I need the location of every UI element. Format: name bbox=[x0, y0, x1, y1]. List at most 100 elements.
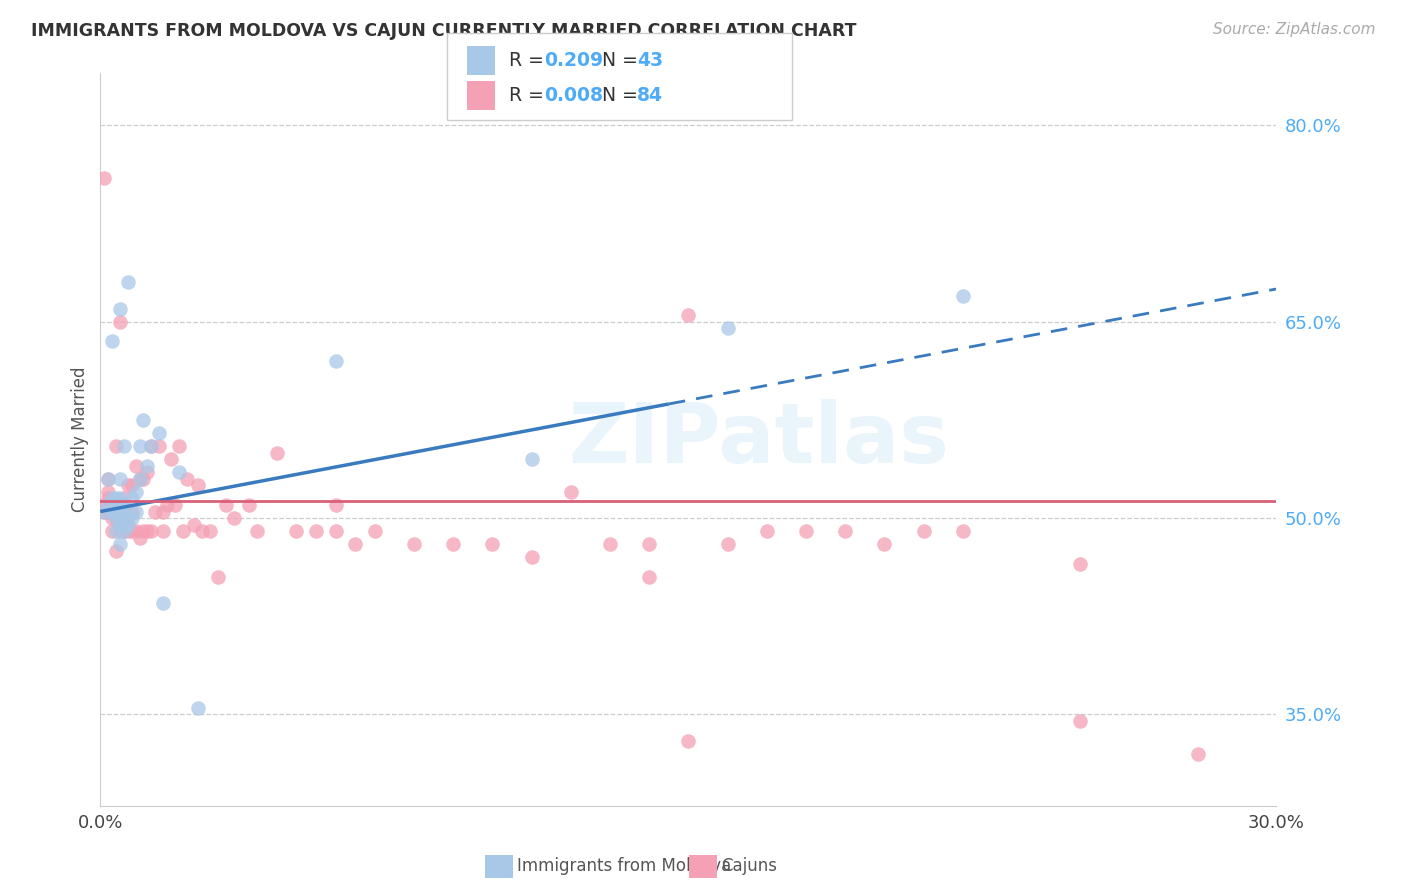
Text: N =: N = bbox=[602, 86, 644, 105]
Point bbox=[108, 301, 131, 316]
Point bbox=[108, 504, 131, 518]
Point bbox=[108, 517, 131, 532]
Point bbox=[128, 472, 150, 486]
Point bbox=[128, 439, 150, 453]
Point bbox=[108, 472, 131, 486]
Point bbox=[112, 524, 135, 538]
Point bbox=[108, 491, 131, 506]
Point bbox=[952, 288, 974, 302]
Point bbox=[716, 321, 738, 335]
Text: R =: R = bbox=[509, 86, 550, 105]
Point bbox=[117, 504, 139, 518]
Point bbox=[285, 524, 308, 538]
Point bbox=[124, 458, 146, 473]
Point bbox=[198, 524, 221, 538]
Point bbox=[167, 439, 190, 453]
Point bbox=[160, 452, 183, 467]
Point bbox=[117, 276, 139, 290]
Point bbox=[97, 472, 120, 486]
Point bbox=[132, 472, 155, 486]
Point bbox=[121, 491, 143, 506]
Text: Immigrants from Moldova: Immigrants from Moldova bbox=[517, 857, 731, 875]
Point bbox=[124, 504, 146, 518]
Y-axis label: Currently Married: Currently Married bbox=[72, 367, 89, 512]
Point bbox=[148, 425, 170, 440]
Point bbox=[93, 504, 115, 518]
Point bbox=[117, 524, 139, 538]
Point bbox=[191, 524, 214, 538]
Point bbox=[167, 465, 190, 479]
Point bbox=[128, 531, 150, 545]
Point bbox=[105, 491, 128, 506]
Point bbox=[364, 524, 387, 538]
Point bbox=[117, 478, 139, 492]
Point bbox=[132, 413, 155, 427]
Point bbox=[441, 537, 464, 551]
Point bbox=[834, 524, 856, 538]
Point bbox=[402, 537, 425, 551]
Point bbox=[520, 550, 543, 565]
Point bbox=[141, 439, 163, 453]
Point bbox=[152, 504, 174, 518]
Point bbox=[117, 511, 139, 525]
Point bbox=[105, 504, 128, 518]
Point bbox=[305, 524, 328, 538]
Point bbox=[136, 458, 159, 473]
Point bbox=[101, 504, 124, 518]
Point bbox=[97, 484, 120, 499]
Point bbox=[325, 524, 347, 538]
Point bbox=[187, 478, 209, 492]
Point bbox=[678, 733, 700, 747]
Point bbox=[520, 452, 543, 467]
Text: R =: R = bbox=[509, 51, 550, 70]
Text: 0.008: 0.008 bbox=[544, 86, 603, 105]
Text: 84: 84 bbox=[637, 86, 662, 105]
Point bbox=[108, 315, 131, 329]
Point bbox=[716, 537, 738, 551]
Point bbox=[952, 524, 974, 538]
Point bbox=[112, 511, 135, 525]
Point bbox=[222, 511, 245, 525]
Point bbox=[101, 334, 124, 349]
Point bbox=[207, 570, 229, 584]
Point bbox=[105, 504, 128, 518]
Point bbox=[93, 504, 115, 518]
Text: 43: 43 bbox=[637, 51, 664, 70]
Point bbox=[105, 439, 128, 453]
Point bbox=[1187, 747, 1209, 761]
Point bbox=[678, 308, 700, 322]
Point bbox=[344, 537, 367, 551]
Point bbox=[560, 484, 582, 499]
Point bbox=[163, 498, 186, 512]
Point bbox=[246, 524, 269, 538]
Point bbox=[1069, 557, 1091, 571]
Point bbox=[873, 537, 896, 551]
Point bbox=[152, 524, 174, 538]
Point bbox=[638, 570, 661, 584]
Point bbox=[97, 498, 120, 512]
Text: Source: ZipAtlas.com: Source: ZipAtlas.com bbox=[1212, 22, 1375, 37]
Point bbox=[97, 472, 120, 486]
Point bbox=[112, 491, 135, 506]
Point bbox=[141, 524, 163, 538]
Point bbox=[112, 517, 135, 532]
Text: Cajuns: Cajuns bbox=[721, 857, 778, 875]
Point bbox=[183, 517, 205, 532]
Point bbox=[108, 524, 131, 538]
Point bbox=[112, 439, 135, 453]
Point bbox=[108, 511, 131, 525]
Point bbox=[172, 524, 194, 538]
Point bbox=[101, 511, 124, 525]
Point bbox=[238, 498, 260, 512]
Point bbox=[136, 524, 159, 538]
Text: N =: N = bbox=[602, 51, 644, 70]
Point bbox=[97, 504, 120, 518]
Point bbox=[215, 498, 238, 512]
Point bbox=[105, 498, 128, 512]
Point bbox=[148, 439, 170, 453]
Point bbox=[121, 511, 143, 525]
Point bbox=[108, 504, 131, 518]
Point bbox=[794, 524, 817, 538]
Point bbox=[101, 504, 124, 518]
Point bbox=[325, 498, 347, 512]
